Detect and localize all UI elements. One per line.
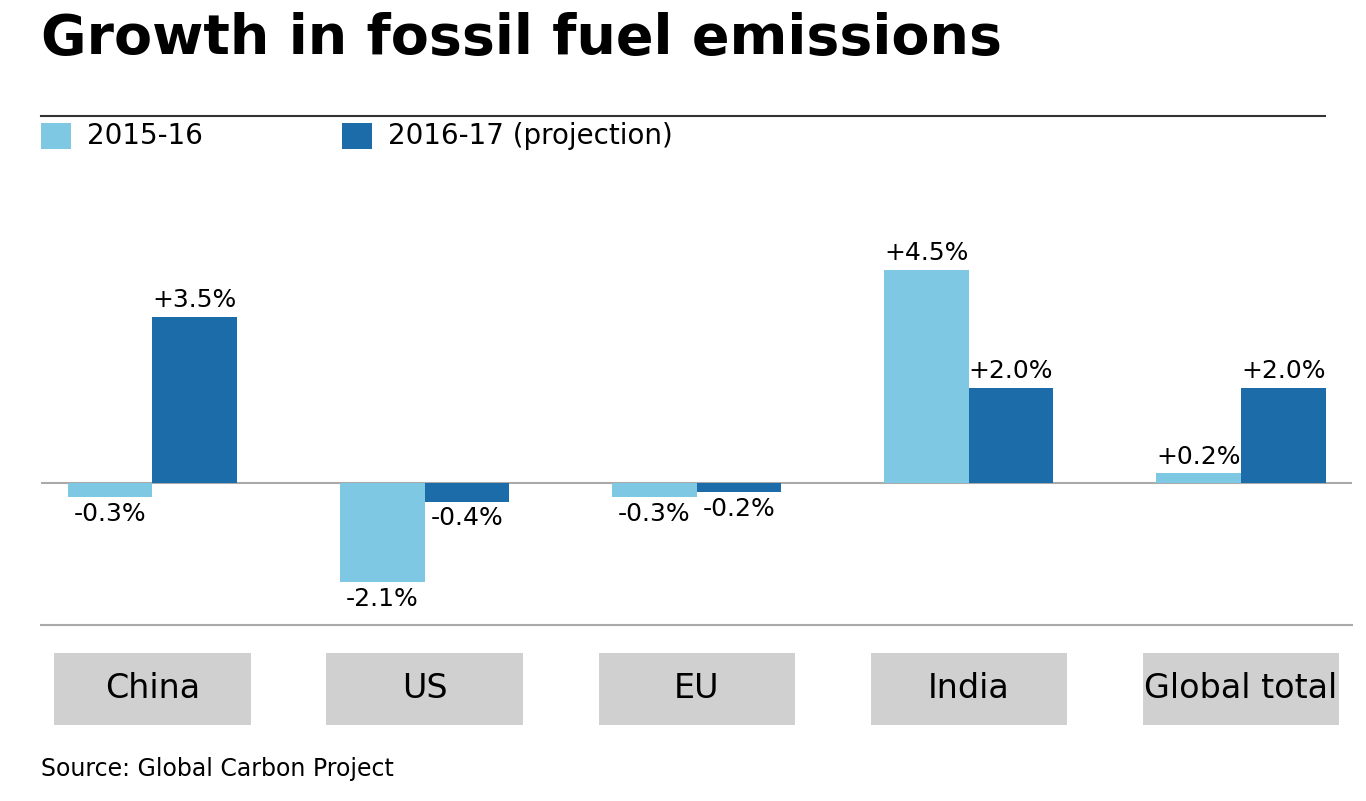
Bar [612,483,697,497]
Text: -0.3%: -0.3% [617,501,691,525]
Bar [68,483,153,497]
Text: Source: Global Carbon Project: Source: Global Carbon Project [41,757,393,781]
Text: US: US [402,672,448,706]
Text: -2.1%: -2.1% [346,587,418,611]
Text: +0.2%: +0.2% [1156,445,1240,469]
Text: +3.5%: +3.5% [153,288,236,312]
Text: 2016-17 (projection): 2016-17 (projection) [388,123,672,150]
Bar [340,483,425,582]
Bar [1156,473,1240,483]
Text: 2015-16: 2015-16 [87,123,204,150]
Text: +2.0%: +2.0% [1240,360,1325,384]
Bar [153,317,238,483]
Text: +2.0%: +2.0% [968,360,1053,384]
Text: -0.3%: -0.3% [74,501,146,525]
Bar [697,483,781,493]
Bar [968,388,1053,483]
Text: India: India [928,672,1009,706]
Text: Growth in fossil fuel emissions: Growth in fossil fuel emissions [41,12,1003,66]
Text: -0.2%: -0.2% [702,497,776,521]
Text: Global total: Global total [1145,672,1337,706]
Bar [1240,388,1325,483]
Bar [884,270,968,483]
Text: -0.4%: -0.4% [430,506,503,530]
Text: EU: EU [673,672,720,706]
Bar [425,483,510,501]
Text: China: China [105,672,199,706]
Text: PA: PA [1242,727,1306,771]
Text: +4.5%: +4.5% [884,241,968,265]
